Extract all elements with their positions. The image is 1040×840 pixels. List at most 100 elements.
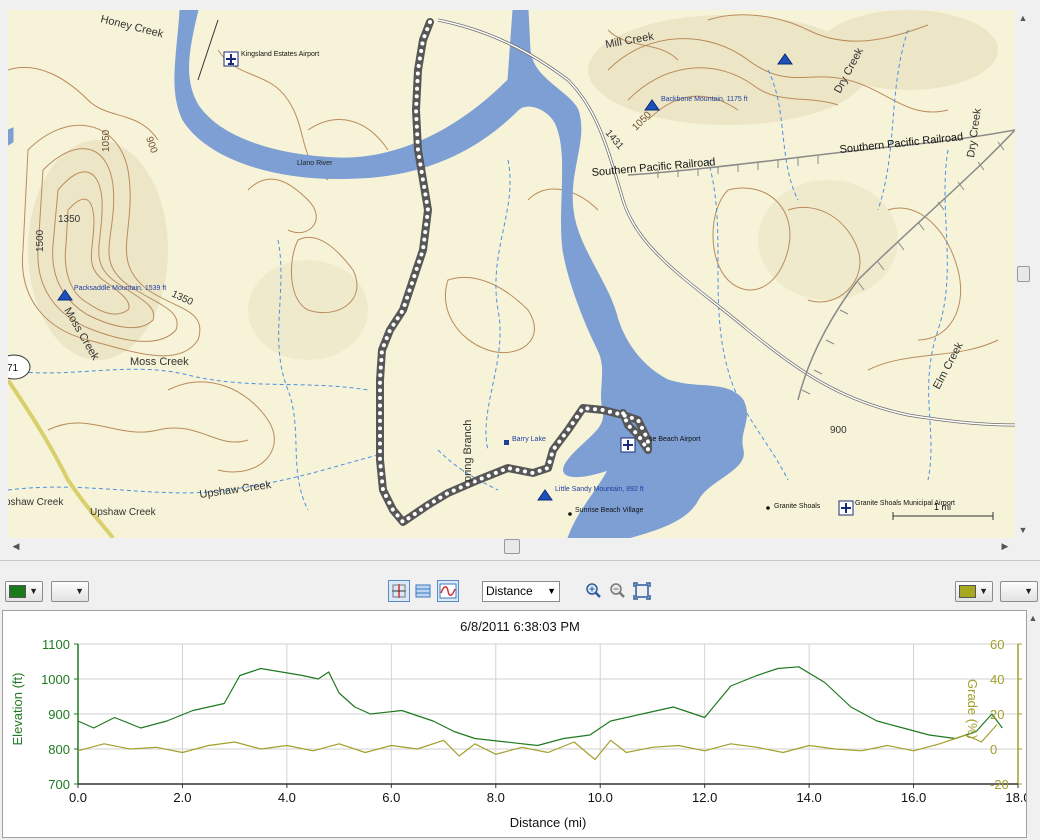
scroll-up-arrow[interactable]: ▲ bbox=[1028, 613, 1038, 623]
town-icon bbox=[766, 506, 770, 510]
zoom-in-icon bbox=[586, 583, 601, 598]
scroll-up-arrow[interactable]: ▲ bbox=[1018, 13, 1028, 23]
packsaddle-mountain-label: Packsaddle Mountain, 1539 ft bbox=[74, 285, 166, 292]
contour-900-label: 900 bbox=[830, 425, 847, 436]
zoom-in-button[interactable] bbox=[582, 580, 604, 602]
y-tick-label: 900 bbox=[48, 707, 70, 722]
contour-1350-label: 1350 bbox=[58, 214, 81, 225]
zoom-out-icon bbox=[610, 583, 625, 598]
scroll-down-arrow[interactable]: ▼ bbox=[1018, 525, 1028, 535]
y-axis-label: Elevation (ft) bbox=[10, 673, 25, 746]
profile-scrollbar[interactable]: ▲ bbox=[1027, 610, 1040, 838]
hillshade bbox=[28, 10, 998, 360]
zoom-out-button[interactable] bbox=[606, 580, 628, 602]
moss-creek-label: Moss Creek bbox=[130, 356, 189, 368]
y2-tick-label: -20 bbox=[990, 777, 1009, 792]
airport-icon[interactable] bbox=[838, 500, 854, 516]
chevron-down-icon: ▼ bbox=[547, 586, 556, 596]
scroll-thumb[interactable] bbox=[1017, 266, 1030, 282]
chevron-down-icon: ▼ bbox=[75, 586, 84, 596]
x-tick-label: 8.0 bbox=[487, 790, 505, 805]
scroll-right-arrow[interactable]: ▶ bbox=[1001, 541, 1009, 551]
profile-mode-button[interactable] bbox=[437, 580, 459, 602]
highway-71 bbox=[8, 378, 115, 538]
waypoint-icon[interactable] bbox=[504, 440, 509, 445]
profile-chart[interactable]: 6/8/2011 6:38:03 PM 0.0 2.0 4.0 6.0 8.0 10.0 1… bbox=[3, 611, 1026, 837]
town-icon bbox=[568, 512, 572, 516]
contour-1050-label: 1050 bbox=[101, 129, 112, 152]
chart-grid bbox=[77, 643, 1019, 785]
airport-icon[interactable] bbox=[620, 437, 636, 453]
x-tick-label: 2.0 bbox=[173, 790, 191, 805]
grade-style-dropdown[interactable]: ▼ bbox=[1000, 581, 1038, 602]
map-panel: Honey Creek Kingsland Estates Airport Mi… bbox=[8, 10, 1032, 555]
scroll-left-arrow[interactable]: ◀ bbox=[12, 541, 20, 551]
splitter[interactable] bbox=[0, 560, 1040, 576]
y-tick-label: 1000 bbox=[41, 672, 70, 687]
airport-icon[interactable] bbox=[223, 51, 239, 67]
x-tick-label: 14.0 bbox=[796, 790, 821, 805]
map-vertical-scrollbar[interactable]: ▲ ▼ bbox=[1015, 10, 1032, 538]
zoom-extents-button[interactable] bbox=[631, 580, 653, 602]
chart-ticks: 0.0 2.0 4.0 6.0 8.0 10.0 12.0 14.0 16.0 18.0 700 80… bbox=[41, 637, 1026, 805]
x-tick-label: 4.0 bbox=[278, 790, 296, 805]
y2-tick-label: 0 bbox=[990, 742, 997, 757]
map-canvas[interactable]: Honey Creek Kingsland Estates Airport Mi… bbox=[8, 10, 1015, 538]
contour-1500-label: 1500 bbox=[35, 229, 46, 252]
x-axis-label: Distance (mi) bbox=[510, 815, 587, 830]
chart-title: 6/8/2011 6:38:03 PM bbox=[460, 619, 580, 634]
x-axis-select[interactable]: Distance ▼ bbox=[482, 581, 560, 602]
color-swatch bbox=[9, 585, 26, 598]
chevron-down-icon: ▼ bbox=[979, 586, 988, 596]
little-sandy-mountain-label: Little Sandy Mountain, 892 ft bbox=[555, 486, 644, 493]
range-icon bbox=[415, 584, 431, 598]
summit-icon[interactable] bbox=[537, 489, 553, 501]
railroads bbox=[627, 129, 1015, 401]
color-swatch bbox=[959, 585, 976, 598]
track-points bbox=[378, 20, 650, 525]
sunrise-beach-label: Sunrise Beach Village bbox=[575, 507, 643, 514]
crosshair-mode-button[interactable] bbox=[388, 580, 410, 602]
summit-icon[interactable] bbox=[777, 53, 793, 65]
elevation-series-line bbox=[77, 666, 1003, 747]
x-tick-label: 16.0 bbox=[901, 790, 926, 805]
summit-icon[interactable] bbox=[644, 99, 660, 111]
contour-lines bbox=[8, 14, 999, 473]
scale-label: 1 mi bbox=[934, 502, 951, 512]
elevation-color-dropdown[interactable]: ▼ bbox=[5, 581, 43, 602]
map-view[interactable]: Honey Creek Kingsland Estates Airport Mi… bbox=[8, 10, 1015, 538]
svg-text:71: 71 bbox=[8, 363, 19, 374]
chart-series bbox=[77, 666, 1003, 761]
y2-tick-label: 40 bbox=[990, 672, 1004, 687]
grade-series-line bbox=[77, 724, 998, 761]
summit-icon[interactable] bbox=[57, 289, 73, 301]
scroll-thumb[interactable] bbox=[504, 539, 520, 554]
y-tick-label: 800 bbox=[48, 742, 70, 757]
map-horizontal-scrollbar[interactable]: ◀ ▶ bbox=[8, 538, 1015, 555]
y-tick-label: 700 bbox=[48, 777, 70, 792]
x-axis-select-value: Distance bbox=[486, 584, 533, 598]
y2-tick-label: 60 bbox=[990, 637, 1004, 652]
granite-shoals-label: Granite Shoals bbox=[774, 503, 821, 510]
lake-lbj bbox=[8, 10, 748, 538]
elevation-profile[interactable]: 6/8/2011 6:38:03 PM 0.0 2.0 4.0 6.0 8.0 10.0 1… bbox=[2, 610, 1027, 838]
y-tick-label: 1100 bbox=[42, 637, 70, 652]
backbone-mountain-label: Backbone Mountain, 1175 ft bbox=[661, 96, 748, 103]
grade-color-dropdown[interactable]: ▼ bbox=[955, 581, 993, 602]
chevron-down-icon: ▼ bbox=[1024, 586, 1033, 596]
beach-airport-label: se Beach Airport bbox=[649, 436, 700, 443]
crosshair-icon bbox=[392, 584, 406, 598]
zoom-extents-icon bbox=[633, 582, 651, 600]
upshaw-creek-label: Upshaw Creek bbox=[90, 507, 157, 518]
y2-axis-label: Grade (%) bbox=[965, 679, 980, 739]
x-tick-label: 6.0 bbox=[382, 790, 400, 805]
elevation-style-dropdown[interactable]: ▼ bbox=[51, 581, 89, 602]
upshaw-creek-label: pshaw Creek bbox=[8, 497, 64, 508]
spring-branch-label: pring Branch bbox=[462, 420, 474, 482]
x-tick-label: 12.0 bbox=[692, 790, 717, 805]
scale-bar bbox=[892, 512, 994, 520]
x-tick-label: 10.0 bbox=[588, 790, 613, 805]
range-mode-button[interactable] bbox=[412, 580, 434, 602]
streams bbox=[8, 29, 949, 511]
granite-shoals-airport-label: Granite Shoals Municipal Airport bbox=[855, 500, 955, 507]
